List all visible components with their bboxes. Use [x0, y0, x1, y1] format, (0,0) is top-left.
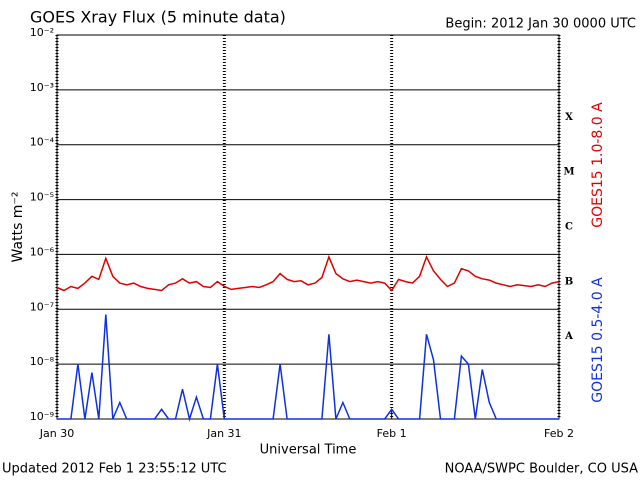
y-tick-label: 10⁻⁹: [30, 410, 54, 423]
series-line: [56, 254, 560, 292]
x-tick-label: Jan 31: [206, 427, 241, 440]
chart-title: GOES Xray Flux (5 minute data): [30, 8, 286, 27]
legend-entry: GOES15 1.0-8.0 A: [590, 102, 606, 228]
chart-subtitle: Begin: 2012 Jan 30 0000 UTC: [445, 17, 636, 32]
class-label: C: [565, 222, 573, 233]
y-tick-label: 10⁻⁵: [30, 191, 54, 204]
class-label: X: [565, 112, 573, 123]
class-label: A: [564, 331, 573, 342]
x-tick-label: Feb 2: [544, 427, 574, 440]
class-label: B: [565, 276, 573, 287]
y-tick-label: 10⁻⁴: [30, 136, 55, 149]
x-tick-label: Jan 30: [39, 427, 74, 440]
series-line: [57, 314, 559, 422]
footer-left: Updated 2012 Feb 1 23:55:12 UTC: [2, 462, 227, 477]
y-tick-label: 10⁻⁷: [30, 300, 54, 313]
x-tick-label: Feb 1: [377, 427, 407, 440]
plot-frame: [56, 34, 560, 420]
y-tick-label: 10⁻⁸: [30, 355, 55, 368]
y-tick-label: 10⁻³: [30, 81, 54, 94]
y-tick-label: 10⁻⁶: [30, 245, 55, 258]
footer-right: NOAA/SWPC Boulder, CO USA: [445, 462, 638, 477]
x-axis-label: Universal Time: [260, 443, 357, 458]
legend-entry: GOES15 0.5-4.0 A: [590, 277, 606, 403]
class-label: M: [563, 167, 574, 178]
y-axis-label: Watts m⁻²: [10, 192, 26, 263]
y-tick-label: 10⁻²: [30, 26, 54, 39]
